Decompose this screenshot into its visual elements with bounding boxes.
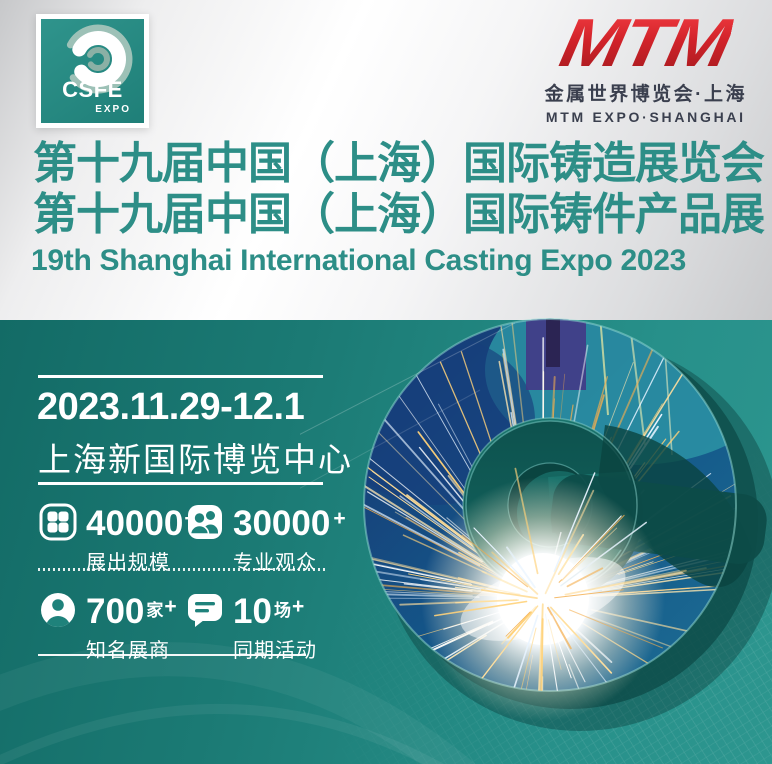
stats-row-2: 700 家+ 知名展商 10 场+ 同期活动 xyxy=(38,588,332,663)
mtm-tagline-chinese: 金属世界博览会·上海 xyxy=(544,84,747,105)
event-title-chinese: 第十九届中国（上海）国际铸造展览会 第十九届中国（上海）国际铸件产品展 xyxy=(33,138,765,240)
stat-activities: 10 场+ 同期活动 xyxy=(185,588,332,663)
stat-label: 同期活动 xyxy=(233,640,317,662)
light-ray xyxy=(300,389,481,489)
csfe-logo-tile: CSFE EXPO xyxy=(41,19,144,123)
stat-visitors: 30000 + 专业观众 xyxy=(185,500,346,575)
mtm-expo-logo: MTM 金属世界博览会·上海 MTM EXPO·SHANGHAI xyxy=(544,5,747,125)
csfe-expo-logo: CSFE EXPO xyxy=(36,14,149,128)
stat-label: 知名展商 xyxy=(86,640,170,662)
stat-value: 30000 + xyxy=(233,504,346,543)
grid-icon xyxy=(38,502,78,547)
casting-letter-c-graphic xyxy=(300,318,772,731)
exhibitor-icon xyxy=(38,590,78,635)
background-curves xyxy=(0,642,476,764)
welding-glow xyxy=(421,477,665,721)
dotted-divider xyxy=(38,568,326,571)
visitors-icon xyxy=(185,502,225,547)
event-title-english: 19th Shanghai International Casting Expo… xyxy=(31,244,686,277)
event-title-line1: 第十九届中国（上海）国际铸造展览会 xyxy=(33,139,765,188)
stat-value: 10 场+ xyxy=(233,592,305,631)
top-section: CSFE EXPO MTM 金属世界博览会·上海 MTM EXPO·SHANGH… xyxy=(0,0,772,320)
divider-line-top xyxy=(38,375,323,378)
stat-value: 700 家+ xyxy=(86,592,177,631)
stat-exhibitors: 700 家+ 知名展商 xyxy=(38,588,185,663)
stat-exhibition-scale: 40000+m² 展出规模 xyxy=(38,500,218,575)
glow-spark-field xyxy=(399,467,687,691)
mtm-tagline-english: MTM EXPO·SHANGHAI xyxy=(545,109,746,125)
mtm-wordmark: MTM xyxy=(554,5,738,81)
event-title-line2: 第十九届中国（上海）国际铸件产品展 xyxy=(33,190,765,239)
divider-line-bottom xyxy=(38,654,306,656)
event-venue: 上海新国际博览中心 xyxy=(38,441,353,478)
divider-line-middle xyxy=(38,482,323,485)
activities-icon xyxy=(185,590,225,635)
light-ray xyxy=(300,322,516,435)
csfe-logo-title: CSFE xyxy=(62,77,123,102)
csfe-logo-subtitle: EXPO xyxy=(95,104,131,115)
stats-row-1: 40000+m² 展出规模 30000+ 专业观众 xyxy=(38,500,346,575)
event-dates: 2023.11.29-12.1 xyxy=(37,386,305,428)
csfe-c-mark-icon xyxy=(66,24,133,94)
